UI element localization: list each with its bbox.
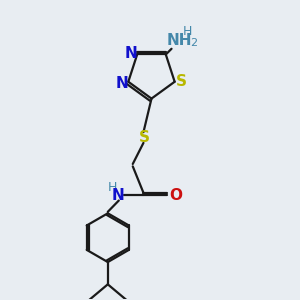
- Text: H: H: [108, 181, 117, 194]
- Text: S: S: [139, 130, 150, 145]
- Text: N: N: [111, 188, 124, 203]
- Text: H: H: [183, 25, 192, 38]
- Text: N: N: [116, 76, 128, 91]
- Text: 2: 2: [190, 38, 197, 48]
- Text: O: O: [169, 188, 182, 203]
- Text: N: N: [124, 46, 137, 61]
- Text: NH: NH: [167, 33, 193, 48]
- Text: S: S: [176, 74, 187, 89]
